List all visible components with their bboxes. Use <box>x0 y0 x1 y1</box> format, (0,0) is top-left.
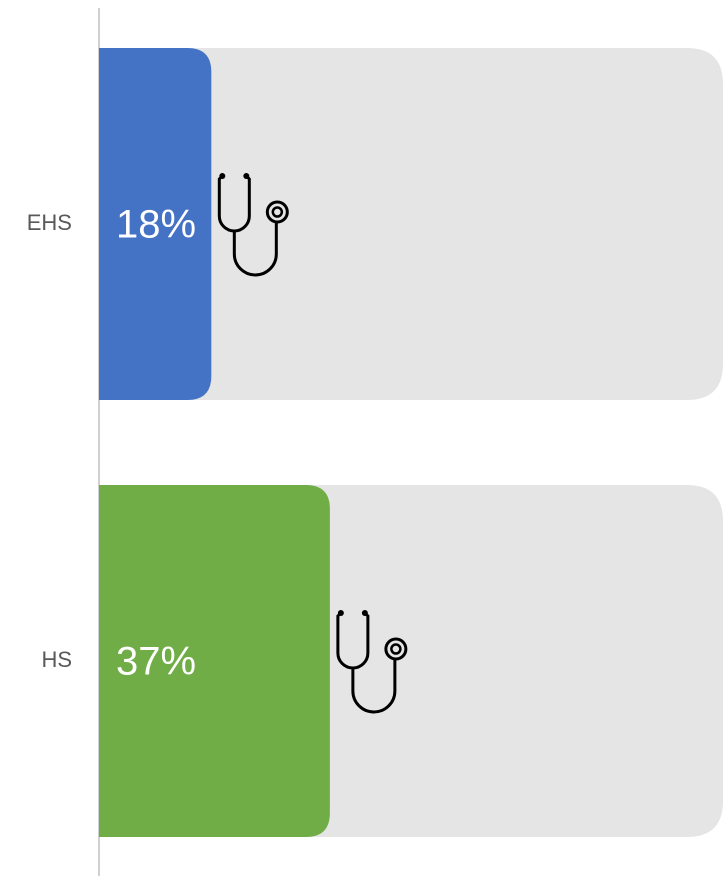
bar <box>99 48 212 400</box>
value-label: 18% <box>116 203 196 247</box>
bar-track <box>99 48 723 400</box>
category-label: EHS <box>27 210 72 235</box>
category-label: HS <box>41 647 72 672</box>
bar <box>99 485 330 837</box>
value-label: 37% <box>116 640 196 684</box>
